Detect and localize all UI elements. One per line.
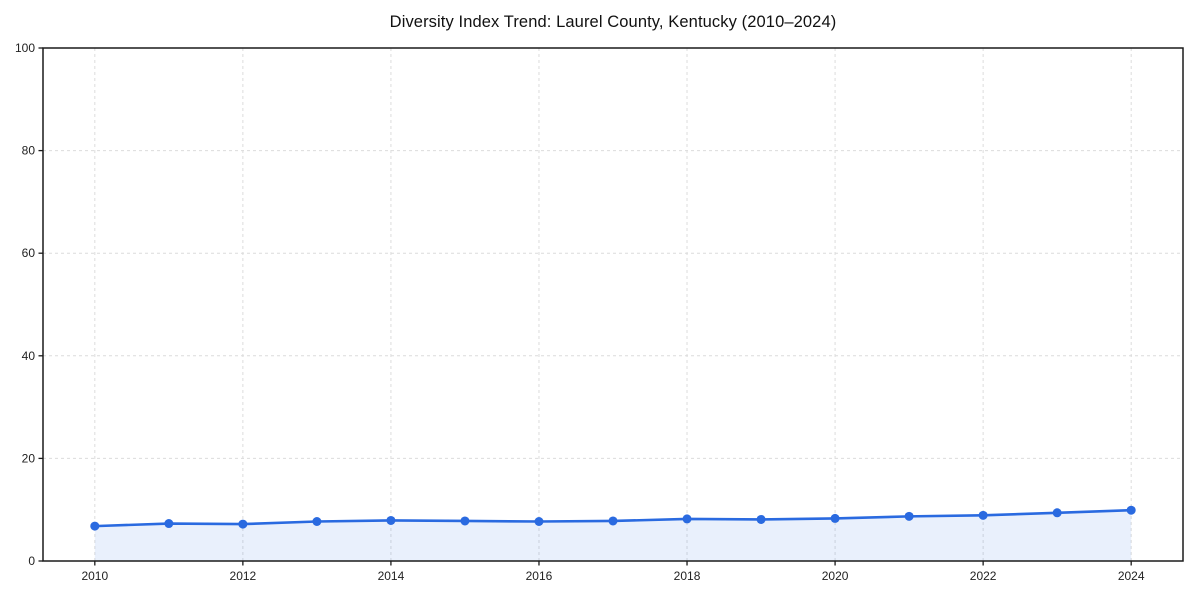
- data-point-2021: [904, 511, 914, 521]
- data-point-2023: [1052, 508, 1062, 518]
- chart-title: Diversity Index Trend: Laurel County, Ke…: [389, 13, 837, 31]
- data-point-2024: [1126, 505, 1136, 515]
- x-tick-label: 2018: [674, 569, 701, 583]
- y-tick-label: 40: [22, 349, 36, 363]
- plot-border: [42, 47, 1184, 562]
- data-point-2016: [534, 516, 544, 526]
- data-point-2022: [978, 510, 988, 520]
- y-tick-label: 80: [22, 144, 36, 158]
- x-tick-label: 2016: [526, 569, 553, 583]
- y-tick-label: 100: [15, 41, 35, 55]
- x-tick-label: 2010: [81, 569, 108, 583]
- y-tick-label: 60: [22, 246, 36, 260]
- data-point-2011: [164, 519, 174, 529]
- x-tick-label: 2020: [822, 569, 849, 583]
- data-point-2014: [386, 515, 396, 525]
- data-point-2017: [608, 516, 618, 526]
- x-tick-label: 2014: [378, 569, 405, 583]
- data-point-2013: [312, 516, 322, 526]
- data-point-2015: [460, 516, 470, 526]
- data-point-2012: [238, 519, 248, 529]
- x-tick-label: 2022: [970, 569, 997, 583]
- data-point-2019: [756, 514, 766, 524]
- x-tick-label: 2012: [230, 569, 257, 583]
- y-tick-label: 0: [28, 554, 35, 568]
- y-tick-label: 20: [22, 451, 36, 465]
- data-point-2018: [682, 514, 692, 524]
- data-point-2010: [90, 521, 100, 531]
- area-fill: [94, 510, 1132, 561]
- data-point-2020: [830, 513, 840, 523]
- x-tick-label: 2024: [1118, 569, 1145, 583]
